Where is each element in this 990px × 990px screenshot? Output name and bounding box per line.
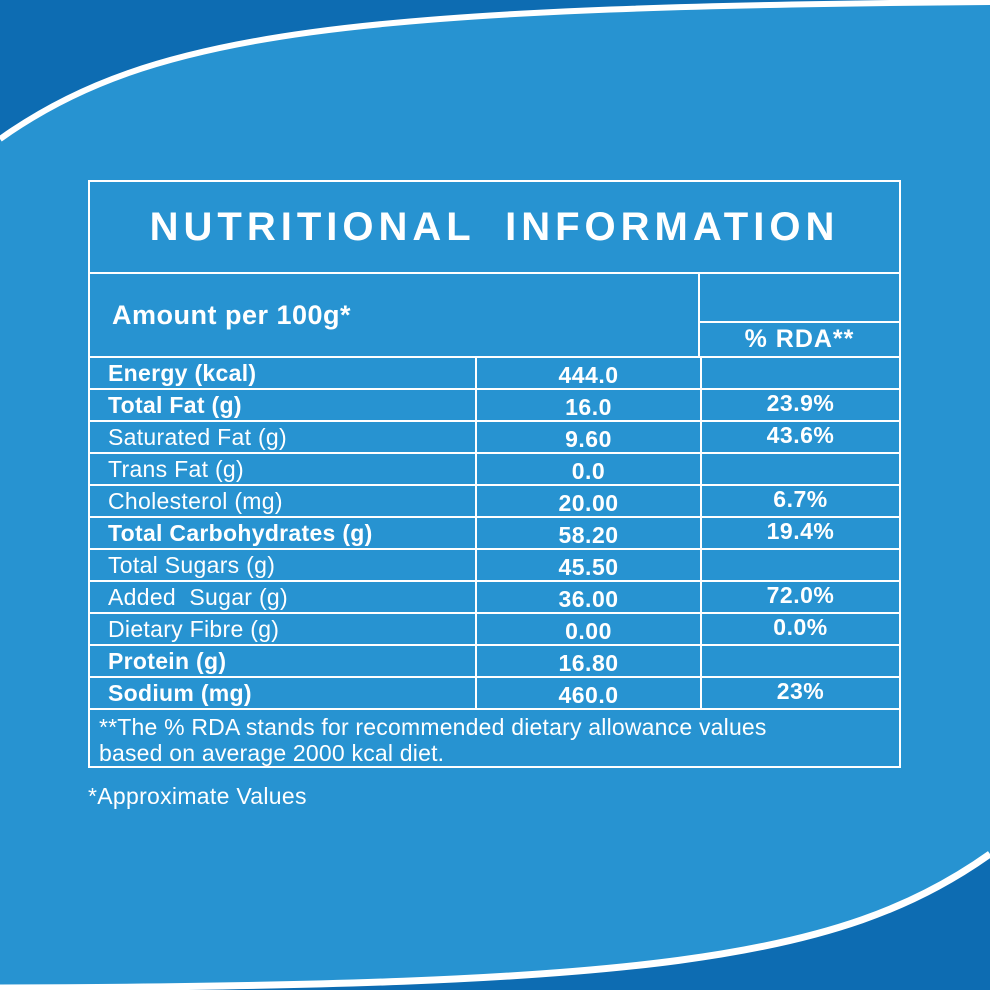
- row-rda: 23.9%: [700, 390, 899, 420]
- rda-footnote-line2: based on average 2000 kcal diet.: [99, 740, 445, 766]
- rda-header-spacer: [700, 274, 899, 324]
- row-amount: 460.0: [475, 678, 700, 708]
- table-row: Added Sugar (g) 36.00 72.0%: [90, 582, 899, 614]
- row-rda: 0.0%: [700, 614, 899, 644]
- table-row: Saturated Fat (g) 9.60 43.6%: [90, 422, 899, 454]
- table-header-row: Amount per 100g* % RDA**: [90, 274, 899, 358]
- row-label: Total Fat (g): [108, 391, 242, 418]
- row-amount: 58.20: [475, 518, 700, 548]
- row-rda: [700, 550, 899, 580]
- rda-header-label: % RDA**: [744, 325, 855, 354]
- rda-footnote-line1: **The % RDA stands for recommended dieta…: [99, 714, 767, 740]
- top-dark-corner-shape: [0, 0, 990, 139]
- table-title: NUTRITIONAL INFORMATION: [149, 204, 840, 249]
- row-amount: 16.0: [475, 390, 700, 420]
- row-amount: 0.00: [475, 614, 700, 644]
- table-row: Energy (kcal) 444.0: [90, 358, 899, 390]
- bottom-dark-corner-shape: [0, 854, 990, 990]
- row-label: Protein (g): [108, 647, 227, 674]
- row-rda: 6.7%: [700, 486, 899, 516]
- row-rda: 72.0%: [700, 582, 899, 612]
- table-title-row: NUTRITIONAL INFORMATION: [90, 182, 899, 275]
- row-amount: 16.80: [475, 646, 700, 676]
- amount-per-100g-header: Amount per 100g*: [112, 299, 352, 330]
- nutrient-rows: Energy (kcal) 444.0 Total Fat (g) 16.0 2…: [90, 358, 899, 710]
- table-row: Sodium (mg) 460.0 23%: [90, 678, 899, 710]
- row-amount: 444.0: [475, 358, 700, 388]
- row-amount: 9.60: [475, 422, 700, 452]
- table-row: Cholesterol (mg) 20.00 6.7%: [90, 486, 899, 518]
- top-swoosh-curve: [0, 0, 990, 142]
- row-rda: 19.4%: [700, 518, 899, 548]
- row-rda: 43.6%: [700, 422, 899, 452]
- row-label: Total Sugars (g): [108, 551, 276, 578]
- bottom-swoosh-curve: [0, 851, 990, 990]
- row-label: Saturated Fat (g): [108, 423, 287, 450]
- table-row: Total Fat (g) 16.0 23.9%: [90, 390, 899, 422]
- rda-footnote: **The % RDA stands for recommended dieta…: [90, 710, 899, 766]
- row-label: Trans Fat (g): [108, 455, 244, 482]
- row-amount: 36.00: [475, 582, 700, 612]
- row-amount: 0.0: [475, 454, 700, 484]
- row-label: Sodium (mg): [108, 679, 252, 706]
- row-rda: [700, 646, 899, 676]
- row-label: Dietary Fibre (g): [108, 615, 280, 642]
- table-row: Dietary Fibre (g) 0.00 0.0%: [90, 614, 899, 646]
- table-row: Trans Fat (g) 0.0: [90, 454, 899, 486]
- row-label: Added Sugar (g): [108, 583, 288, 610]
- row-amount: 45.50: [475, 550, 700, 580]
- row-label: Cholesterol (mg): [108, 487, 283, 514]
- table-row: Total Sugars (g) 45.50: [90, 550, 899, 582]
- row-rda: [700, 358, 899, 388]
- nutrition-table: NUTRITIONAL INFORMATION Amount per 100g*…: [88, 180, 901, 768]
- row-amount: 20.00: [475, 486, 700, 516]
- approximate-values-note: *Approximate Values: [88, 783, 307, 809]
- row-rda: 23%: [700, 678, 899, 708]
- row-rda: [700, 454, 899, 484]
- table-row: Total Carbohydrates (g) 58.20 19.4%: [90, 518, 899, 550]
- row-label: Energy (kcal): [108, 359, 257, 386]
- table-row: Protein (g) 16.80: [90, 646, 899, 678]
- rda-header-cell: % RDA**: [698, 274, 899, 356]
- row-label: Total Carbohydrates (g): [108, 519, 373, 546]
